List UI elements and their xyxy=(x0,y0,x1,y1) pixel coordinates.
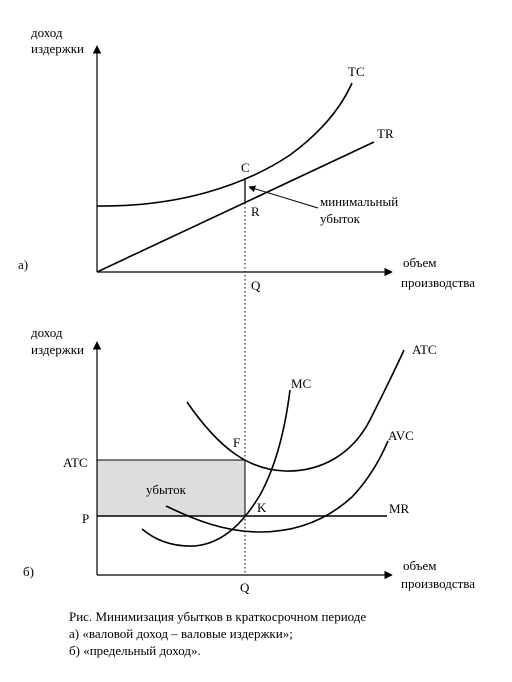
atc-tick-label: ATC xyxy=(63,455,88,470)
bottom-x-axis-label-line1: объем xyxy=(403,558,437,573)
avc-label: AVC xyxy=(388,428,414,443)
tr-line xyxy=(96,141,375,273)
top-x-axis-label-line2: производства xyxy=(401,275,475,290)
atc-curve xyxy=(186,349,405,472)
point-c-label: C xyxy=(241,160,250,175)
point-k-label: K xyxy=(257,500,267,515)
bottom-q-label: Q xyxy=(240,580,250,595)
bottom-panel: убыток доход издержки объем производства… xyxy=(23,325,475,595)
mr-label: MR xyxy=(389,501,410,516)
caption-line1: Рис. Минимизация убытков в краткосрочном… xyxy=(69,609,367,624)
caption-line3: б) «предельный доход». xyxy=(69,643,201,658)
caption-line2: а) «валовой доход – валовые издержки»; xyxy=(69,626,293,641)
point-r-label: R xyxy=(251,204,260,219)
annotation-line1: минимальный xyxy=(320,194,398,209)
tc-curve xyxy=(96,82,353,207)
p-tick-label: P xyxy=(82,511,89,526)
tc-label: TC xyxy=(348,64,365,79)
top-panel: доход издержки объем производства а) TC … xyxy=(18,25,475,293)
bottom-y-axis-label-line1: доход xyxy=(31,325,63,340)
top-panel-label: а) xyxy=(18,257,28,272)
loss-area-label: убыток xyxy=(146,482,187,497)
top-y-axis-label-line2: издержки xyxy=(31,41,84,56)
atc-label: ATC xyxy=(412,342,437,357)
mc-curve xyxy=(141,389,291,547)
top-y-axis-label-line1: доход xyxy=(31,25,63,40)
top-x-axis-label-line1: объем xyxy=(403,255,437,270)
top-q-label: Q xyxy=(251,278,261,293)
annotation-arrow xyxy=(248,185,319,209)
bottom-panel-label: б) xyxy=(23,564,34,579)
tr-label: TR xyxy=(377,126,394,141)
loss-area xyxy=(96,459,246,517)
avc-curve xyxy=(165,440,389,533)
bottom-y-axis-label-line2: издержки xyxy=(31,342,84,357)
mc-label: MC xyxy=(291,376,311,391)
figure-caption: Рис. Минимизация убытков в краткосрочном… xyxy=(69,608,509,659)
annotation-line2: убыток xyxy=(320,211,361,226)
point-f-label: F xyxy=(233,435,240,450)
bottom-x-axis-label-line2: производства xyxy=(401,576,475,591)
